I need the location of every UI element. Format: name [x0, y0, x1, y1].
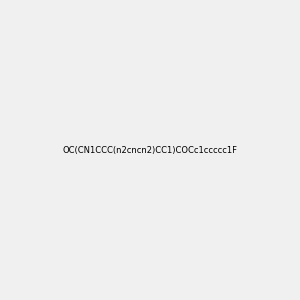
Text: OC(CN1CCC(n2cncn2)CC1)COCc1ccccc1F: OC(CN1CCC(n2cncn2)CC1)COCc1ccccc1F — [62, 146, 238, 154]
